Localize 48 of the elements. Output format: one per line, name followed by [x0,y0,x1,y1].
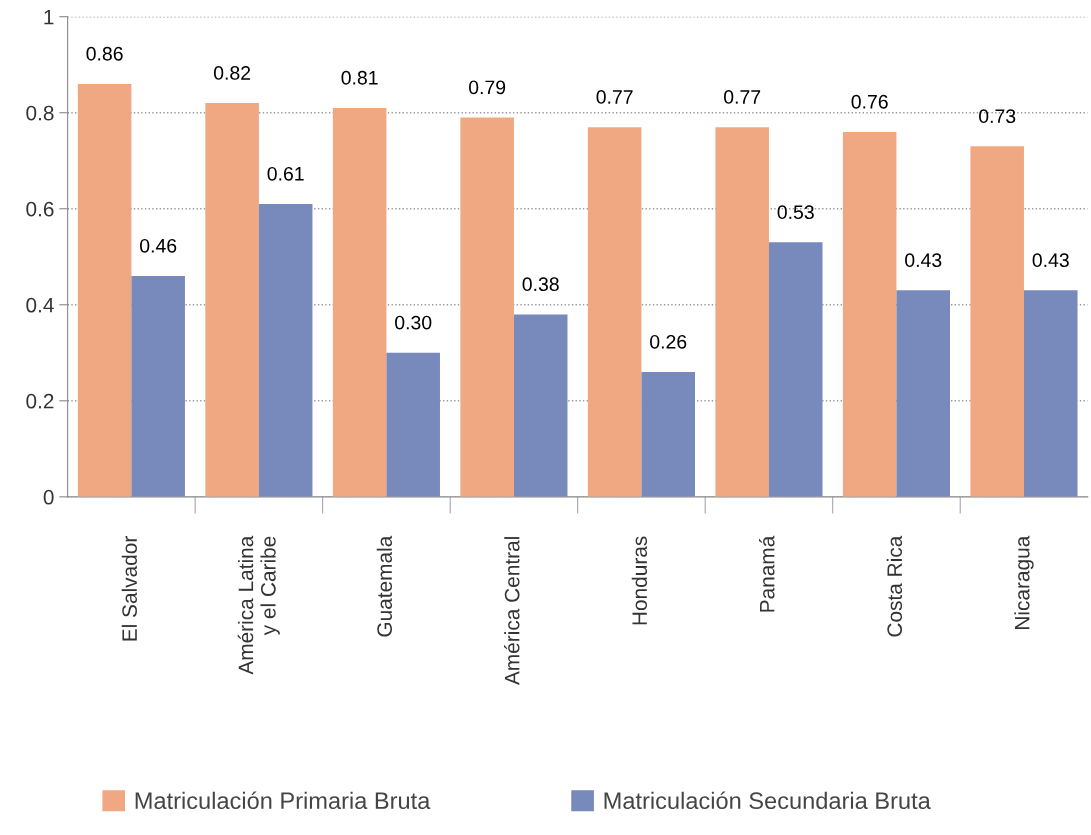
data-label: 0.38 [522,277,559,292]
bar [896,290,951,497]
bar [842,131,897,497]
bar [970,146,1024,497]
bar [205,103,259,497]
bar [131,275,185,497]
y-tick-label: 0.6 [26,201,54,217]
x-tick-label: Panamá [759,535,775,612]
bar [460,117,514,497]
data-label: 0.26 [650,334,687,349]
data-label: 0.43 [1032,253,1069,268]
data-label: 0.76 [851,94,888,109]
data-label: 0.46 [140,238,177,253]
x-tick-label: Costa Rica [886,535,903,637]
data-label: 0.43 [905,253,942,268]
y-tick-label: 0.2 [26,393,54,409]
data-label: 0.82 [213,66,251,80]
data-label: 0.86 [86,46,123,61]
bar [768,242,823,497]
x-tick-label: América Latina y el Caribe [237,535,280,675]
bar [77,83,132,497]
y-tick-label: 0 [43,489,54,505]
bar [386,352,440,497]
bar [587,127,642,497]
bar [715,127,769,497]
legend-label: Matriculación Primaria Bruta [135,791,431,810]
x-tick-label: Guatemala [376,535,393,637]
data-label: 0.73 [979,109,1016,124]
y-tick-label: 1 [44,9,54,25]
x-tick-label: Honduras [631,536,648,625]
data-label: 0.61 [267,166,304,181]
legend-label: Matriculación Secundaria Bruta [604,791,931,810]
bar [513,314,568,497]
data-label: 0.79 [468,80,506,95]
y-tick-label: 0.8 [26,105,54,121]
bar [258,203,313,497]
y-tick-label: 0.4 [26,297,54,313]
x-tick-label: El Salvador [121,536,137,641]
bar [332,107,387,497]
bar [641,371,695,497]
data-label: 0.30 [395,315,432,330]
data-label: 0.77 [596,90,633,104]
x-tick-label: Nicaragua [1014,535,1034,629]
bar [1023,290,1078,497]
data-label: 0.81 [341,70,378,85]
data-label: 0.53 [777,205,814,220]
x-tick-label: América Central [503,537,520,686]
data-label: 0.77 [724,90,761,104]
